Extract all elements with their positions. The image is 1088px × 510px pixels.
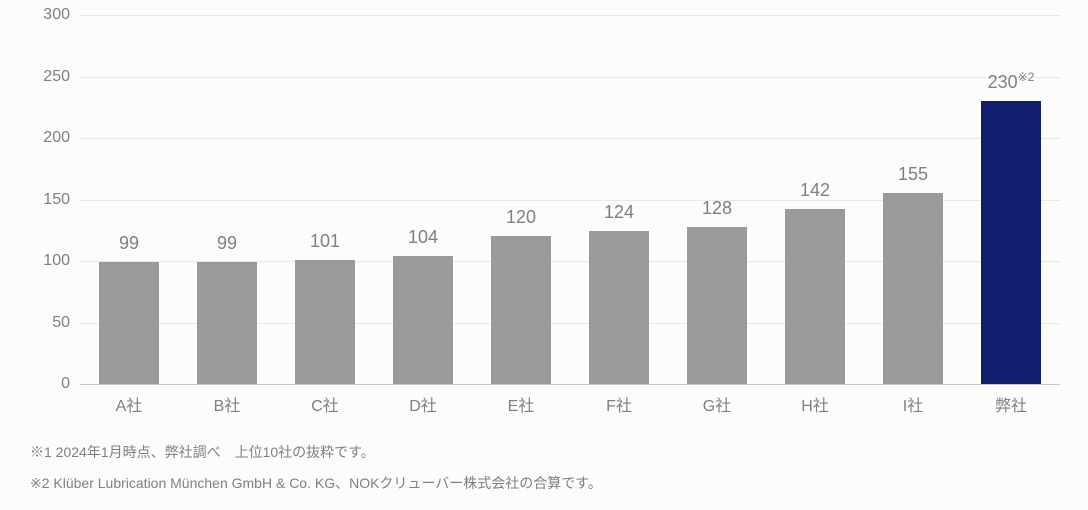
y-tick-label: 100 [43,252,70,270]
bar: 124 [589,231,650,384]
bar-value-label: 99 [217,233,237,254]
x-axis-label: E社 [472,392,570,416]
x-axis-label: A社 [80,392,178,416]
bar-value-label: 230※2 [988,70,1035,93]
bar: 142 [785,209,846,384]
bar: 101 [295,260,356,384]
x-axis-label: F社 [570,392,668,416]
plot-area: 050100150200250300 999910110412012412814… [80,15,1060,385]
bar-slot: 230※2 [962,15,1060,384]
bars-group: 99 99 101 104 120 124 128 142 155 230※2 [80,15,1060,384]
x-axis-label: B社 [178,392,276,416]
bar: 104 [393,256,454,384]
bar-slot: 142 [766,15,864,384]
x-axis-label: 弊社 [962,392,1060,416]
bar-slot: 120 [472,15,570,384]
bar-slot: 155 [864,15,962,384]
bar-value-label: 128 [702,198,732,219]
x-axis-label: C社 [276,392,374,416]
y-tick-label: 150 [43,191,70,209]
x-axis-label: G社 [668,392,766,416]
bar-value-label: 99 [119,233,139,254]
bar-value-label: 155 [898,164,928,185]
footnotes: ※1 2024年1月時点、弊社調べ 上位10社の抜粋です。 ※2 Klüber … [30,442,602,504]
bar: 230※2 [981,101,1042,384]
y-tick-label: 200 [43,129,70,147]
y-tick-label: 250 [43,68,70,86]
bar: 99 [99,262,160,384]
bar-slot: 104 [374,15,472,384]
x-axis-labels: A社B社C社D社E社F社G社H社I社弊社 [80,392,1060,416]
bar-slot: 101 [276,15,374,384]
chart-container: 050100150200250300 999910110412012412814… [30,10,1070,430]
bar-value-label: 120 [506,207,536,228]
footnote-1: ※1 2024年1月時点、弊社調べ 上位10社の抜粋です。 [30,442,602,463]
bar-value-label: 124 [604,202,634,223]
y-tick-label: 300 [43,6,70,24]
bar-slot: 99 [178,15,276,384]
bar-slot: 128 [668,15,766,384]
footnote-2: ※2 Klüber Lubrication München GmbH & Co.… [30,473,602,494]
bar-value-label: 104 [408,227,438,248]
bar: 155 [883,193,944,384]
bar-slot: 99 [80,15,178,384]
x-axis-label: H社 [766,392,864,416]
x-axis-label: I社 [864,392,962,416]
bar-value-label: 142 [800,180,830,201]
bar-slot: 124 [570,15,668,384]
y-tick-label: 0 [61,375,70,393]
x-axis-label: D社 [374,392,472,416]
bar: 128 [687,227,748,384]
bar-value-label: 101 [310,231,340,252]
bar: 99 [197,262,258,384]
bar: 120 [491,236,552,384]
y-tick-label: 50 [52,314,70,332]
